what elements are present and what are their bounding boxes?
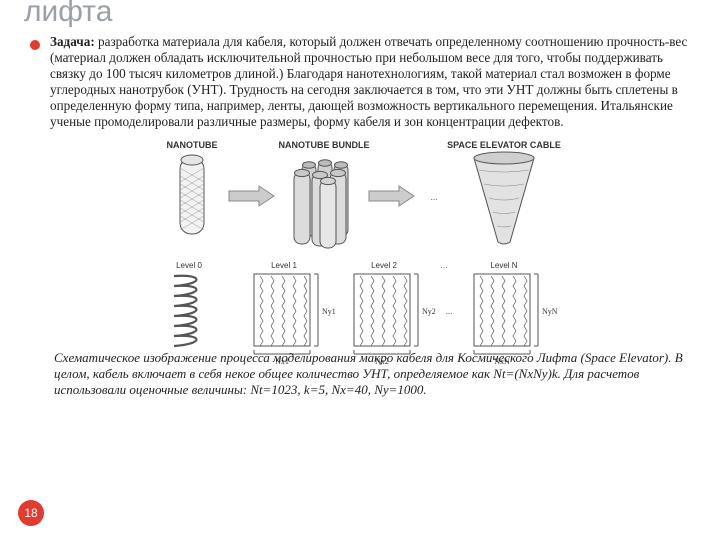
label-ny1: Ny1 — [322, 307, 336, 316]
label-level0: Level 0 — [176, 261, 202, 270]
bullet-label: Задача: — [50, 34, 95, 49]
bullet-row: Задача: разработка материала для кабеля,… — [24, 34, 696, 131]
body-content: разработка материала для кабеля, который… — [50, 34, 687, 129]
label-ny2: Ny2 — [422, 307, 436, 316]
label-level-dots: … — [440, 261, 448, 270]
label-level2: Level 2 — [371, 261, 397, 270]
nanotube-icon — [180, 155, 204, 234]
label-nanotube: NANOTUBE — [167, 140, 218, 150]
arrow-icon — [229, 186, 274, 206]
nanotube-bundle-icon — [294, 160, 348, 248]
space-elevator-cable-icon — [474, 152, 534, 244]
figure-caption: Схематическое изображение процесса модел… — [24, 350, 696, 398]
page-title: лифта — [24, 0, 696, 28]
figure-wrap: NANOTUBE NANOTUBE BUNDLE SPACE ELEVATOR … — [24, 136, 696, 368]
label-nyn: NyN — [542, 307, 558, 316]
label-space-elevator: SPACE ELEVATOR CABLE — [447, 140, 561, 150]
page-number-badge: 18 — [18, 500, 44, 526]
label-leveln: Level N — [490, 261, 517, 270]
label-level1: Level 1 — [271, 261, 297, 270]
arrow-icon — [369, 186, 414, 206]
top-dots: ... — [431, 193, 438, 202]
body-text: Задача: разработка материала для кабеля,… — [50, 34, 696, 131]
label-nanotube-bundle: NANOTUBE BUNDLE — [279, 140, 370, 150]
nanotube-figure: NANOTUBE NANOTUBE BUNDLE SPACE ELEVATOR … — [134, 136, 586, 368]
bullet-dot-icon — [30, 40, 40, 50]
level0-spring-icon — [174, 276, 197, 346]
bottom-dots: ... — [446, 307, 453, 316]
